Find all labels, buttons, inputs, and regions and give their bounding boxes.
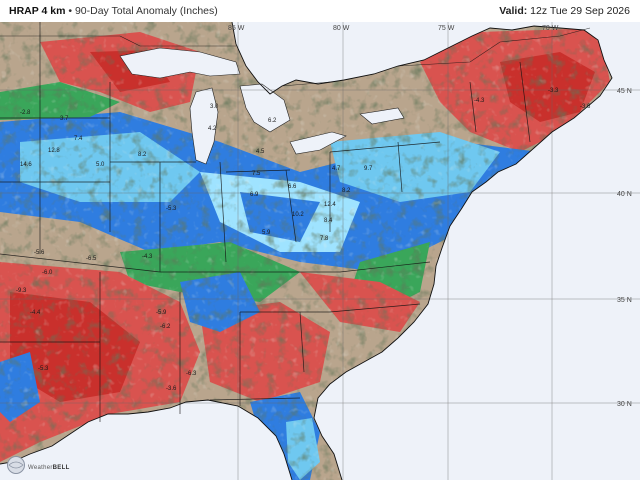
field-name: 90-Day Total Anomaly (Inches) (74, 5, 218, 17)
state-borders (0, 22, 531, 422)
lake-ontario (359, 107, 405, 125)
lat-label: 40 N (617, 191, 632, 198)
product-title: HRAP 4 km • 90-Day Total Anomaly (Inches… (9, 5, 218, 17)
valid-label: Valid: (499, 5, 528, 17)
logo-globe-icon (7, 456, 25, 474)
anomaly-value: 12.4 (324, 202, 336, 208)
lat-label: 45 N (617, 88, 632, 95)
anomaly-value: 6.9 (250, 192, 259, 198)
anomaly-value: -4.3 (474, 98, 485, 104)
anomaly-value-labels: 7.5 6.6 6.9 10.2 12.4 8.4 7.8 9.7 4.7 8.2 12.8 7.4 5… (16, 88, 591, 392)
anomaly-value: -2.8 (20, 110, 31, 116)
title-separator: • (68, 5, 73, 17)
anomaly-value: 4.2 (208, 126, 217, 132)
anomaly-value: 6.2 (268, 118, 277, 124)
anomaly-value: 3.7 (60, 116, 69, 122)
anomaly-value: -9.3 (16, 288, 27, 294)
anomaly-value: -4.3 (142, 254, 153, 260)
lat-label: 30 N (617, 401, 632, 408)
logo-brand-right: BELL (52, 465, 70, 471)
logo-brand-left: Weather (28, 465, 53, 471)
coastline (0, 22, 613, 480)
anomaly-value: 8.2 (342, 188, 351, 194)
anomaly-value: -6.2 (160, 324, 171, 330)
anomaly-value: 10.2 (292, 212, 304, 218)
anomaly-value: -5.3 (166, 206, 177, 212)
lake-michigan (189, 87, 219, 165)
graticule (0, 22, 640, 480)
logo-wordmark: WeatherBELL (28, 465, 70, 471)
anomaly-value: -6.5 (86, 256, 97, 262)
anomaly-value: 4.7 (332, 166, 341, 172)
anomaly-value: 8.4 (324, 218, 333, 224)
anomaly-value: 7.8 (320, 236, 329, 242)
valid-time-value: 12z Tue 29 Sep 2026 (530, 5, 630, 17)
great-lakes (119, 47, 405, 165)
anomaly-value: 8.2 (138, 152, 147, 158)
anomaly-value: 14.6 (20, 162, 32, 168)
anomaly-value: 3.0 (210, 104, 219, 110)
lake-superior (119, 47, 241, 79)
anomaly-value: 6.6 (288, 184, 297, 190)
lat-label: 35 N (617, 297, 632, 304)
canada-border (0, 27, 591, 87)
weatherbell-logo: WeatherBELL (6, 452, 98, 476)
lon-label: 70 W (542, 25, 559, 32)
anomaly-value: -5.9 (156, 310, 167, 316)
lake-erie (289, 131, 347, 155)
anomaly-value: -3.6 (166, 386, 177, 392)
latitude-labels: 45 N 40 N 35 N 30 N (617, 88, 632, 408)
header: HRAP 4 km • 90-Day Total Anomaly (Inches… (0, 0, 640, 22)
product-name: HRAP 4 km (9, 5, 66, 17)
lon-label: 85 W (228, 25, 245, 32)
lake-huron (239, 83, 291, 133)
anomaly-value: -3.6 (580, 104, 591, 110)
anomaly-value: -3.3 (548, 88, 559, 94)
valid-time: Valid: 12z Tue 29 Sep 2026 (499, 5, 630, 17)
anomaly-value: -6.0 (42, 270, 53, 276)
anomaly-value: 9.7 (364, 166, 373, 172)
anomaly-value: 5.0 (96, 162, 105, 168)
anomaly-value: 4.5 (256, 149, 265, 155)
anomaly-value: 7.4 (74, 136, 83, 142)
anomaly-value: -5.3 (38, 366, 49, 372)
anomaly-map[interactable]: 85 W 80 W 75 W 70 W 45 N 40 N 35 N 30 N … (0, 22, 640, 480)
longitude-labels: 85 W 80 W 75 W 70 W (228, 25, 559, 32)
anomaly-value: -5.6 (34, 250, 45, 256)
anomaly-value: 5.9 (262, 230, 271, 236)
anomaly-value: -6.3 (186, 371, 197, 377)
anomaly-value: -4.4 (30, 310, 41, 316)
anomaly-value: 7.5 (252, 171, 261, 177)
anomaly-value: 12.8 (48, 148, 60, 154)
lon-label: 80 W (333, 25, 350, 32)
lon-label: 75 W (438, 25, 455, 32)
